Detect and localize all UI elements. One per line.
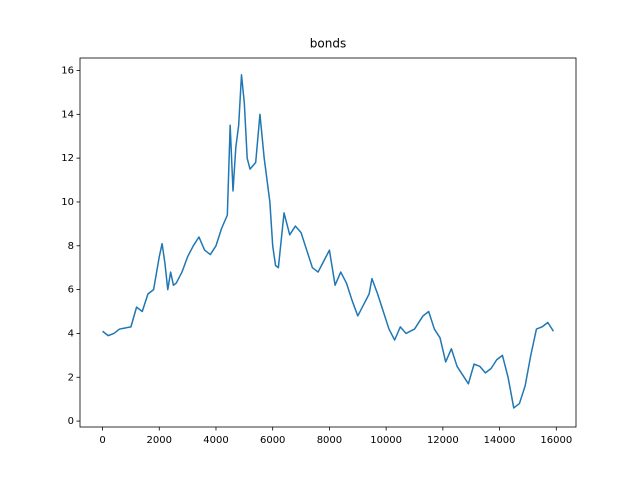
x-tick-label: 6000	[260, 435, 285, 446]
y-tick-label: 16	[61, 65, 74, 76]
chart-title: bonds	[310, 37, 346, 51]
data-line	[102, 74, 555, 409]
axes-frame	[79, 57, 577, 428]
y-tick-label: 14	[61, 109, 74, 120]
y-tick-label: 10	[61, 197, 74, 208]
plot-area	[102, 74, 555, 409]
x-tick-label: 2000	[147, 435, 172, 446]
x-tick-label: 4000	[203, 435, 228, 446]
x-tick-label: 12000	[427, 435, 459, 446]
x-tick-label: 16000	[540, 435, 572, 446]
x-tick-label: 8000	[317, 435, 342, 446]
y-tick-label: 4	[68, 328, 74, 339]
y-tick-label: 2	[68, 372, 74, 383]
y-tick-label: 12	[61, 153, 74, 164]
x-tick-label: 14000	[484, 435, 516, 446]
y-tick-label: 8	[68, 241, 74, 252]
x-tick-label: 10000	[370, 435, 402, 446]
x-tick-label: 0	[99, 435, 105, 446]
y-tick-label: 6	[68, 285, 74, 296]
y-tick-label: 0	[68, 416, 74, 427]
